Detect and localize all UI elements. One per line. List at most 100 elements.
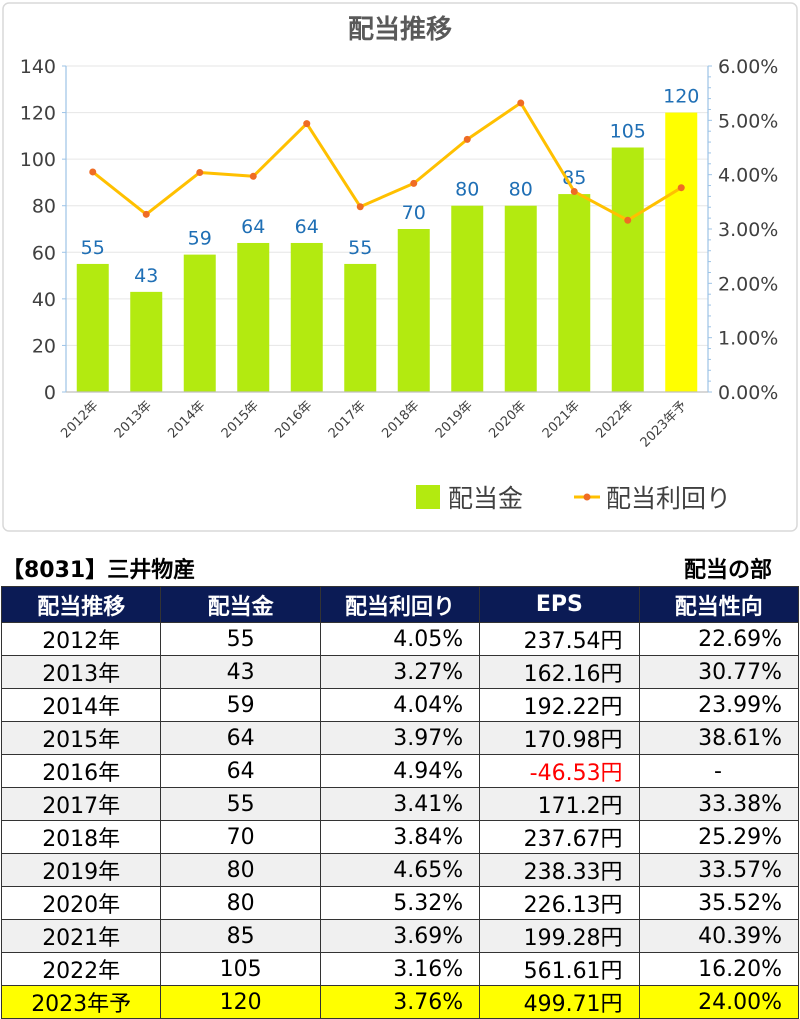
bar: [76, 263, 109, 392]
cell-dividend: 85: [160, 919, 321, 953]
legend-line-marker: [583, 493, 591, 501]
cell-year: 2016年: [0, 754, 162, 788]
cell-eps: 170.98円: [479, 721, 640, 755]
cell-dividend: 55: [160, 622, 321, 656]
legend-bar-swatch: [416, 485, 440, 509]
cell-dividend: 43: [160, 655, 321, 689]
cell-eps: 171.2円: [479, 787, 640, 821]
cell-dividend: 70: [160, 820, 321, 854]
yield-point: [249, 172, 257, 180]
y-right-tick-label: 2.00%: [718, 273, 778, 295]
table-row: 2023年予 120 3.76% 499.71円 24.00%: [0, 985, 800, 1019]
table-header-row: 配当推移 配当金 配当利回り EPS 配当性向: [0, 586, 800, 623]
yield-point: [463, 135, 471, 143]
cell-eps: 199.28円: [479, 919, 640, 953]
cell-payout: 40.39%: [638, 919, 800, 953]
cell-yield: 3.97%: [319, 721, 481, 755]
table-row: 2021年 85 3.69% 199.28円 40.39%: [0, 919, 800, 953]
table-subtitle: 配当の部: [683, 558, 772, 583]
table-row: 2018年 70 3.84% 237.67円 25.29%: [0, 820, 800, 854]
yield-point: [303, 120, 311, 128]
yield-line: [91, 101, 683, 222]
cell-dividend: 55: [160, 787, 321, 821]
y-right-tick-label: 5.00%: [718, 110, 778, 132]
y-left-tick-label: 100: [20, 149, 56, 171]
cell-dividend: 120: [160, 985, 321, 1019]
table-row: 2015年 64 3.97% 170.98円 38.61%: [0, 721, 800, 755]
cell-year: 2020年: [0, 886, 162, 920]
y-left-tick-label: 40: [32, 289, 56, 311]
bar-data-label: 80: [509, 179, 533, 201]
dividend-chart: 配当推移 55 43 59 64 64 55 70 80 80 85 105 120 0 20 40 60 8…: [2, 2, 798, 532]
table-row: 2019年 80 4.65% 238.33円 33.57%: [0, 853, 800, 887]
cell-dividend: 59: [160, 688, 321, 722]
y-right-tick-label: 4.00%: [718, 165, 778, 187]
bar: [397, 229, 430, 392]
y-left-tick-label: 20: [32, 335, 56, 357]
cell-payout: 35.52%: [638, 886, 800, 920]
cell-year: 2012年: [0, 622, 162, 656]
yield-point: [142, 210, 150, 218]
bar-data-label: 105: [610, 121, 646, 143]
cell-year: 2022年: [0, 952, 162, 986]
cell-eps: -46.53円: [479, 754, 640, 788]
cell-dividend: 64: [160, 721, 321, 755]
bar-data-label: 70: [402, 202, 426, 224]
legend-bar-label: 配当金: [448, 484, 523, 513]
header-eps: EPS: [479, 586, 640, 623]
cell-yield: 4.65%: [319, 853, 481, 887]
cell-yield: 5.32%: [319, 886, 481, 920]
yield-point: [196, 168, 204, 176]
cell-yield: 4.05%: [319, 622, 481, 656]
bar: [558, 194, 591, 392]
header-yield: 配当利回り: [319, 586, 481, 623]
y-right-tick-label: 6.00%: [718, 56, 778, 78]
cell-payout: -: [638, 754, 800, 788]
cell-eps: 226.13円: [479, 886, 640, 920]
bar: [611, 147, 644, 392]
bar: [504, 205, 537, 392]
cell-year: 2017年: [0, 787, 162, 821]
cell-year: 2014年: [0, 688, 162, 722]
table-row: 2022年 105 3.16% 561.61円 16.20%: [0, 952, 800, 986]
yield-point: [624, 216, 632, 224]
yield-point: [677, 184, 685, 192]
bar-data-label: 64: [241, 216, 265, 238]
cell-payout: 33.38%: [638, 787, 800, 821]
cell-yield: 4.04%: [319, 688, 481, 722]
bar-data-label: 43: [134, 265, 158, 287]
bar: [290, 242, 323, 392]
bar-data-label: 120: [663, 86, 699, 108]
legend-line-label: 配当利回り: [606, 484, 731, 513]
cell-year: 2018年: [0, 820, 162, 854]
cell-payout: 16.20%: [638, 952, 800, 986]
y-right-tick-label: 1.00%: [718, 328, 778, 350]
cell-year: 2015年: [0, 721, 162, 755]
bar: [183, 254, 216, 392]
cell-yield: 3.69%: [319, 919, 481, 953]
bar: [665, 112, 698, 393]
y-left-tick-label: 0: [44, 382, 56, 404]
cell-year: 2023年予: [0, 985, 162, 1019]
dividend-table: 配当推移 配当金 配当利回り EPS 配当性向 2012年 55 4.05% 237.…: [0, 586, 800, 1019]
cell-yield: 3.41%: [319, 787, 481, 821]
table-row: 2017年 55 3.41% 171.2円 33.38%: [0, 787, 800, 821]
cell-year: 2021年: [0, 919, 162, 953]
bar-data-label: 59: [188, 228, 212, 250]
header-year: 配当推移: [0, 586, 162, 623]
table-title: 【8031】三井物産: [2, 558, 196, 583]
cell-eps: 237.67円: [479, 820, 640, 854]
chart-title: 配当推移: [348, 15, 452, 45]
cell-yield: 3.16%: [319, 952, 481, 986]
header-payout: 配当性向: [638, 586, 800, 623]
bar-data-label: 64: [295, 216, 319, 238]
cell-eps: 162.16円: [479, 655, 640, 689]
cell-dividend: 105: [160, 952, 321, 986]
cell-year: 2019年: [0, 853, 162, 887]
cell-payout: 24.00%: [638, 985, 800, 1019]
cell-yield: 3.27%: [319, 655, 481, 689]
cell-payout: 38.61%: [638, 721, 800, 755]
yield-point: [570, 188, 578, 196]
header-dividend: 配当金: [160, 586, 321, 623]
